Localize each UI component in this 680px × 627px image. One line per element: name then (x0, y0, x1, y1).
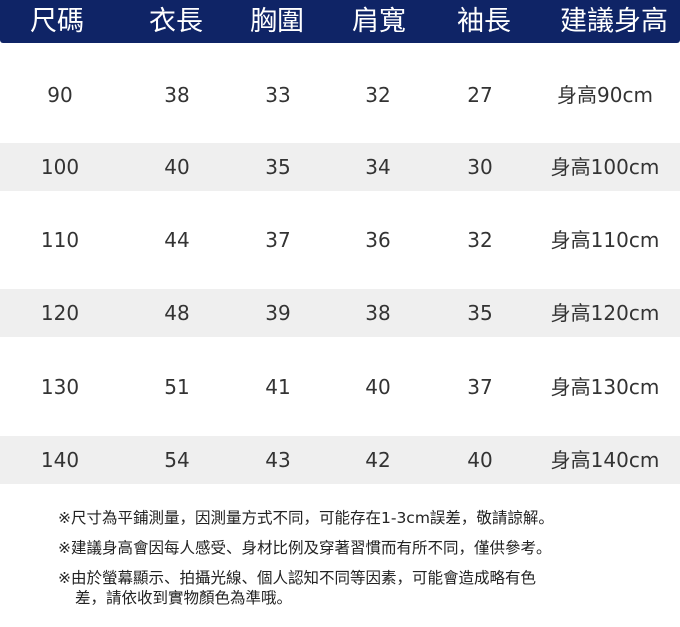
cell-height: 身高90cm (557, 83, 653, 107)
cell-chest: 33 (265, 83, 291, 107)
cell-chest: 43 (265, 448, 291, 472)
note-measurement: ※尺寸為平鋪測量，因測量方式不同，可能存在1-3cm誤差，敬請諒解。 (58, 509, 554, 527)
cell-height: 身高100cm (550, 155, 660, 179)
cell-sleeve: 35 (467, 301, 493, 325)
table-row: 100 40 35 34 30 身高100cm (0, 143, 680, 191)
notes: ※尺寸為平鋪測量，因測量方式不同，可能存在1-3cm誤差，敬請諒解。 ※建議身高… (58, 503, 554, 608)
cell-chest: 37 (265, 228, 291, 252)
table-row: 110 44 37 36 32 身高110cm (0, 216, 680, 264)
cell-size: 140 (40, 448, 80, 472)
cell-length: 44 (164, 228, 190, 252)
cell-height: 身高140cm (550, 448, 660, 472)
cell-size: 100 (40, 155, 80, 179)
cell-sleeve: 30 (467, 155, 493, 179)
cell-sleeve: 37 (467, 375, 493, 399)
note-color: ※由於螢幕顯示、拍攝光線、個人認知不同等因素，可能會造成略有色 差，請依收到實物… (58, 568, 554, 608)
cell-height: 身高110cm (550, 228, 660, 252)
table-row: 90 38 33 32 27 身高90cm (0, 71, 680, 119)
cell-length: 48 (164, 301, 190, 325)
cell-sleeve: 40 (467, 448, 493, 472)
cell-shoulder: 34 (365, 155, 391, 179)
cell-length: 40 (164, 155, 190, 179)
cell-size: 90 (47, 83, 73, 107)
cell-shoulder: 32 (365, 83, 391, 107)
header-shoulder: 肩寬 (352, 6, 406, 37)
cell-shoulder: 38 (365, 301, 391, 325)
header-height: 建議身高 (560, 6, 668, 37)
cell-chest: 35 (265, 155, 291, 179)
cell-size: 130 (40, 375, 80, 399)
cell-height: 身高130cm (550, 375, 660, 399)
cell-chest: 39 (265, 301, 291, 325)
table-row: 140 54 43 42 40 身高140cm (0, 436, 680, 484)
cell-shoulder: 40 (365, 375, 391, 399)
header-sleeve: 袖長 (457, 6, 511, 37)
header-size: 尺碼 (30, 6, 84, 37)
cell-sleeve: 32 (467, 228, 493, 252)
cell-size: 110 (40, 228, 80, 252)
cell-sleeve: 27 (467, 83, 493, 107)
cell-size: 120 (40, 301, 80, 325)
cell-length: 54 (164, 448, 190, 472)
cell-shoulder: 36 (365, 228, 391, 252)
note-color-line1: ※由於螢幕顯示、拍攝光線、個人認知不同等因素，可能會造成略有色 (58, 569, 536, 587)
cell-height: 身高120cm (550, 301, 660, 325)
cell-length: 38 (164, 83, 190, 107)
note-height: ※建議身高會因每人感受、身材比例及穿著習慣而有所不同，僅供參考。 (58, 539, 552, 557)
table-header: 尺碼 衣長 胸圍 肩寬 袖長 建議身高 (0, 0, 680, 43)
cell-shoulder: 42 (365, 448, 391, 472)
cell-length: 51 (164, 375, 190, 399)
note-color-line2: 差，請依收到實物顏色為準哦。 (75, 589, 293, 607)
table-row: 130 51 41 40 37 身高130cm (0, 363, 680, 411)
cell-chest: 41 (265, 375, 291, 399)
header-length: 衣長 (149, 6, 203, 37)
header-chest: 胸圍 (250, 6, 304, 37)
table-row: 120 48 39 38 35 身高120cm (0, 289, 680, 337)
